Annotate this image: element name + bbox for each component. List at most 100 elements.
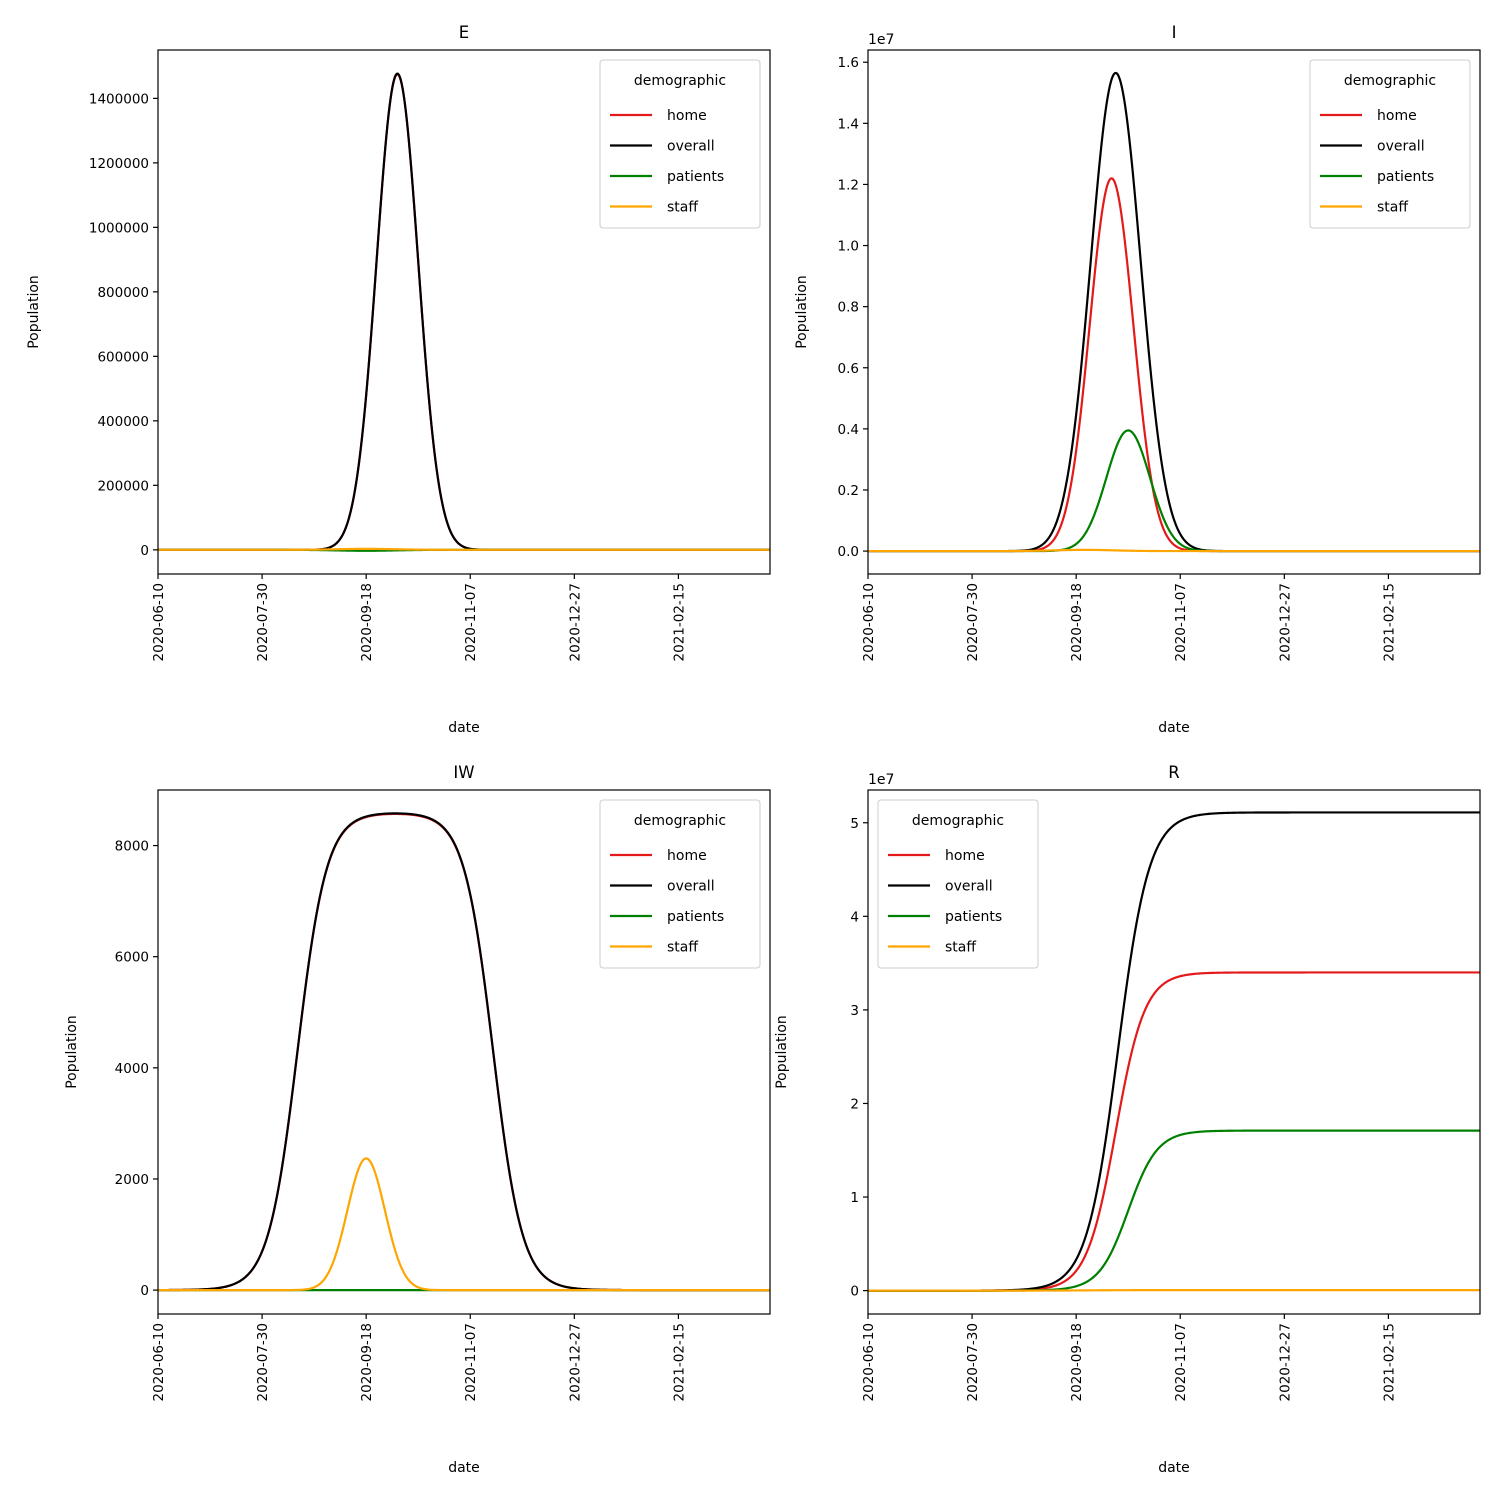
axes-frame <box>157 789 771 1315</box>
y-tick-label: 0.4 <box>838 422 859 438</box>
x-tick-label: 2020-09-18 <box>359 1323 375 1401</box>
y-tick-label: 600000 <box>97 349 149 365</box>
chart-title: R <box>1168 763 1179 782</box>
x-axis-label: date <box>448 720 480 736</box>
y-axis-label: Population <box>774 1015 790 1089</box>
x-tick-label: 2020-06-10 <box>861 583 877 661</box>
legend-label: patients <box>667 909 724 925</box>
legend-box <box>877 799 1039 969</box>
y-tick-label: 1.4 <box>838 116 859 132</box>
x-tick-label: 2021-02-15 <box>671 583 687 661</box>
y-tick-label: 1.2 <box>838 177 859 193</box>
x-tick-label: 2020-09-18 <box>359 583 375 661</box>
legend-label: patients <box>945 909 1002 925</box>
y-tick-label: 6000 <box>115 950 149 966</box>
y-tick-label: 8000 <box>115 839 149 855</box>
legend-label: home <box>1377 108 1417 124</box>
x-tick-label: 2020-06-10 <box>151 583 167 661</box>
x-tick-label: 2020-11-07 <box>463 583 479 661</box>
legend-label: staff <box>945 940 976 956</box>
axes-frame <box>867 789 1481 1315</box>
chart-E: E date Population 0 200000 400000 600000 800… <box>26 23 771 736</box>
y-tick-label: 0 <box>140 1283 149 1299</box>
x-axis-label: date <box>1158 1460 1190 1476</box>
series-lines <box>868 71 1480 553</box>
y-tick-label: 4000 <box>115 1061 149 1077</box>
y-tick-label: 1 <box>850 1190 859 1206</box>
legend-title: demographic <box>634 73 726 89</box>
y-tick-label: 0.8 <box>838 300 859 316</box>
x-tick-label: 2020-07-30 <box>965 1323 981 1401</box>
chart-I: I date Population 1e7 0.0 0.2 0.4 0.6 0.8 1.0… <box>794 23 1481 736</box>
x-tick-label: 2020-11-07 <box>1173 583 1189 661</box>
legend-label: staff <box>1377 200 1408 216</box>
legend-title: demographic <box>1344 73 1436 89</box>
y-axis-label: Population <box>794 275 810 349</box>
y-tick-label: 3 <box>850 1003 859 1019</box>
y-tick-label: 1200000 <box>89 156 149 172</box>
y-tick-label: 1400000 <box>89 91 149 107</box>
legend-box <box>1309 59 1471 229</box>
y-tick-label: 0.0 <box>838 544 859 560</box>
legend-title: demographic <box>912 813 1004 829</box>
legend-label: patients <box>1377 169 1434 185</box>
y-tick-label: 1000000 <box>89 220 149 236</box>
legend-label: overall <box>667 139 715 155</box>
legend-title: demographic <box>634 813 726 829</box>
y-tick-label: 0.2 <box>838 483 859 499</box>
y-tick-label: 2 <box>850 1096 859 1112</box>
legend: demographic home overall patients staff <box>877 799 1039 969</box>
x-tick-label: 2020-12-27 <box>1277 1323 1293 1401</box>
legend-label: overall <box>1377 139 1425 155</box>
x-tick-label: 2020-07-30 <box>965 583 981 661</box>
x-tick-label: 2020-07-30 <box>255 583 271 661</box>
series-line-staff <box>868 548 1480 553</box>
legend: demographic home overall patients staff <box>599 59 761 229</box>
x-tick-label: 2021-02-15 <box>1381 583 1397 661</box>
legend-label: home <box>945 848 985 864</box>
x-tick-label: 2020-06-10 <box>861 1323 877 1401</box>
axis-offset-label: 1e7 <box>868 772 894 788</box>
x-tick-label: 2020-09-18 <box>1069 1323 1085 1401</box>
y-axis-label: Population <box>26 275 42 349</box>
x-tick-label: 2021-02-15 <box>1381 1323 1397 1401</box>
legend-box <box>599 799 761 969</box>
chart-title: E <box>459 23 469 42</box>
chart-R: R date Population 1e7 0 1 2 3 4 5 2020-06-10 20… <box>774 763 1481 1476</box>
x-tick-label: 2020-09-18 <box>1069 583 1085 661</box>
axes-frame <box>867 49 1481 575</box>
y-tick-label: 1.0 <box>838 239 859 255</box>
legend-label: overall <box>667 879 715 895</box>
y-tick-label: 2000 <box>115 1172 149 1188</box>
legend-label: home <box>667 848 707 864</box>
x-tick-label: 2020-12-27 <box>1277 583 1293 661</box>
y-tick-label: 200000 <box>97 478 149 494</box>
legend: demographic home overall patients staff <box>599 799 761 969</box>
y-tick-label: 4 <box>850 909 859 925</box>
legend-box <box>599 59 761 229</box>
series-lines <box>158 812 770 1292</box>
x-axis-label: date <box>1158 720 1190 736</box>
x-tick-label: 2020-06-10 <box>151 1323 167 1401</box>
series-line-staff <box>158 547 770 551</box>
x-tick-label: 2020-12-27 <box>567 1323 583 1401</box>
y-tick-label: 0 <box>850 1284 859 1300</box>
legend-label: overall <box>945 879 993 895</box>
y-tick-label: 5 <box>850 816 859 832</box>
series-lines <box>158 72 770 552</box>
chart-title: IW <box>453 763 474 782</box>
x-tick-label: 2020-12-27 <box>567 583 583 661</box>
legend: demographic home overall patients staff <box>1309 59 1471 229</box>
y-axis-label: Population <box>64 1015 80 1089</box>
x-tick-label: 2020-11-07 <box>1173 1323 1189 1401</box>
y-tick-label: 800000 <box>97 285 149 301</box>
x-tick-label: 2020-07-30 <box>255 1323 271 1401</box>
chart-title: I <box>1172 23 1177 42</box>
y-tick-label: 400000 <box>97 414 149 430</box>
legend-label: staff <box>667 200 698 216</box>
series-line-staff <box>158 1157 770 1292</box>
legend-label: patients <box>667 169 724 185</box>
y-tick-label: 1.6 <box>838 55 859 71</box>
y-tick-label: 0.6 <box>838 361 859 377</box>
